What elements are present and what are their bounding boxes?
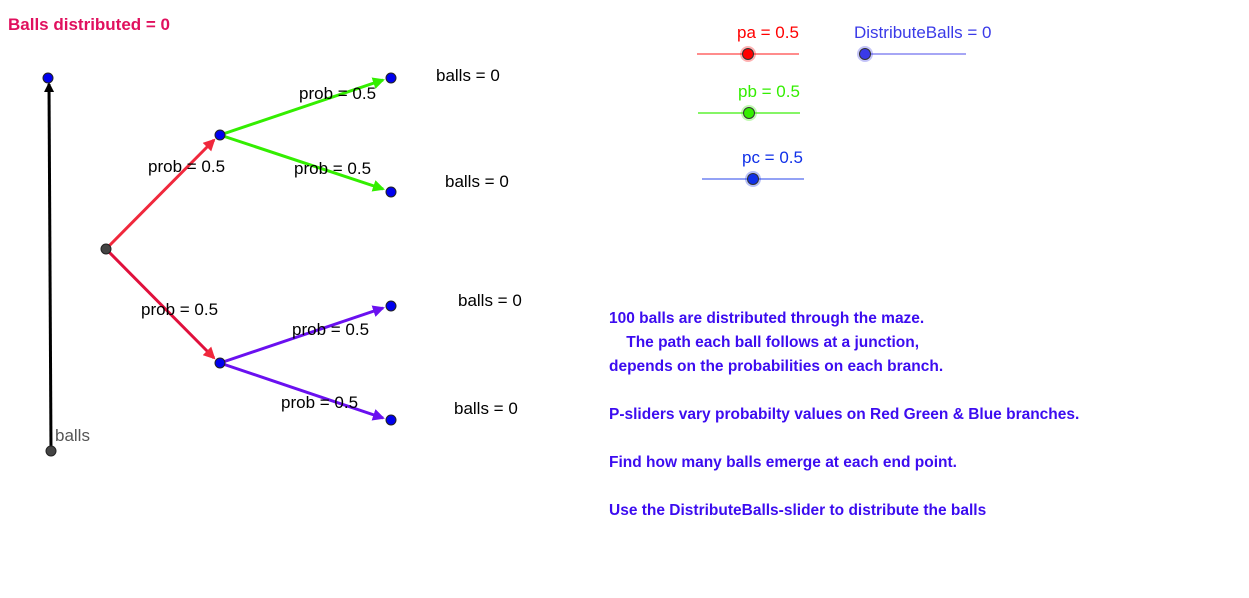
axis-top-point[interactable] [42,72,54,84]
balls-distributed-label: Balls distributed = 0 [8,15,171,34]
instructions-text: 100 balls are distributed through the ma… [609,307,1079,523]
instruction-line: The path each ball follows at a junction… [609,334,920,351]
end-point-2[interactable] [385,186,397,198]
green-branch-upper [219,77,385,137]
end-point-4[interactable] [385,414,397,426]
instruction-line: P-sliders vary probabilty values on Red … [609,406,1080,423]
instruction-line [609,379,1079,403]
instruction-line: depends on the probabilities on each bra… [609,358,944,375]
instruction-line: Use the DistributeBalls-slider to distri… [609,502,987,519]
slider-pa[interactable] [697,46,799,62]
end-count-2: balls = 0 [445,172,509,191]
prob-label-green-upper: prob = 0.5 [299,84,377,103]
instruction-line: 100 balls are distributed through the ma… [609,310,925,327]
red-branch-upper [104,138,216,251]
prob-label-purple-lower: prob = 0.5 [281,393,359,412]
balls-axis-label: balls [55,426,90,445]
balls-axis-arrow [44,82,55,452]
slider-pc-label: pc = 0.5 [742,148,803,167]
end-count-3: balls = 0 [458,291,522,310]
end-count-4: balls = 0 [454,399,518,418]
slider-distribute-label: DistributeBalls = 0 [854,23,992,42]
prob-label-green-lower: prob = 0.5 [294,159,372,178]
upper-junction-point[interactable] [214,129,226,141]
end-count-1: balls = 0 [436,66,500,85]
end-point-1[interactable] [385,72,397,84]
purple-branch-upper [219,305,385,365]
purple-branch-lower [219,361,385,421]
slider-pc-knob[interactable] [747,173,759,185]
instruction-line: Find how many balls emerge at each end p… [609,454,957,471]
slider-distribute-knob[interactable] [859,48,871,60]
slider-distribute-balls[interactable] [857,46,966,62]
slider-pb-knob[interactable] [743,107,755,119]
axis-origin-point[interactable] [45,445,57,457]
slider-pc[interactable] [702,171,804,187]
root-junction-point[interactable] [100,243,112,255]
red-branch-lower [104,247,216,360]
prob-label-red-upper: prob = 0.5 [148,157,226,176]
slider-pa-label: pa = 0.5 [737,23,799,42]
end-point-3[interactable] [385,300,397,312]
slider-pb[interactable] [698,105,800,121]
prob-label-purple-upper: prob = 0.5 [292,320,370,339]
instruction-line [609,427,1079,451]
green-branch-lower [219,133,385,192]
lower-junction-point[interactable] [214,357,226,369]
slider-pb-label: pb = 0.5 [738,82,800,101]
prob-label-red-lower: prob = 0.5 [141,300,219,319]
instruction-line [609,475,1079,499]
slider-pa-knob[interactable] [742,48,754,60]
